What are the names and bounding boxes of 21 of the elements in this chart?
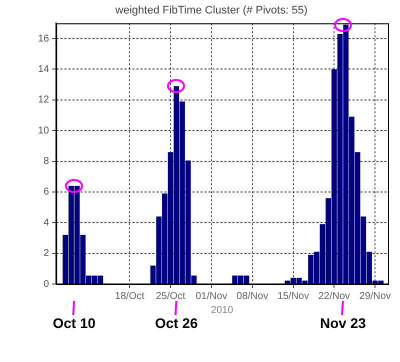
y-tick-label: 16	[38, 33, 50, 44]
x-tick-label: 22/Nov	[318, 290, 350, 302]
annotation: Oct 10	[52, 314, 96, 331]
x-tick-label: 01/Nov	[196, 290, 228, 302]
y-tick-label: 14	[38, 64, 50, 75]
annotation: Nov 23	[320, 314, 366, 331]
y-tick-label: 4	[44, 217, 50, 228]
x-axis-title: 2010	[210, 304, 234, 316]
y-tick-label: 8	[44, 156, 50, 168]
x-tick-label: 29/Nov	[359, 290, 391, 302]
x-tick-label: 15/Nov	[277, 290, 310, 302]
y-tick-label: 0	[44, 278, 50, 290]
chart-title: weighted FibTime Cluster (# Pivots: 55)	[114, 4, 308, 17]
x-tick-label: 25/Oct	[156, 290, 186, 302]
annotation: Oct 26	[155, 314, 198, 331]
x-tick-label: 08/Nov	[236, 290, 268, 302]
y-tick-label: 10	[38, 125, 50, 136]
y-tick-label: 2	[44, 248, 50, 260]
x-tick-label: 18/Oct	[114, 290, 145, 302]
y-tick-label: 6	[44, 186, 50, 198]
y-tick-label: 12	[38, 94, 50, 106]
